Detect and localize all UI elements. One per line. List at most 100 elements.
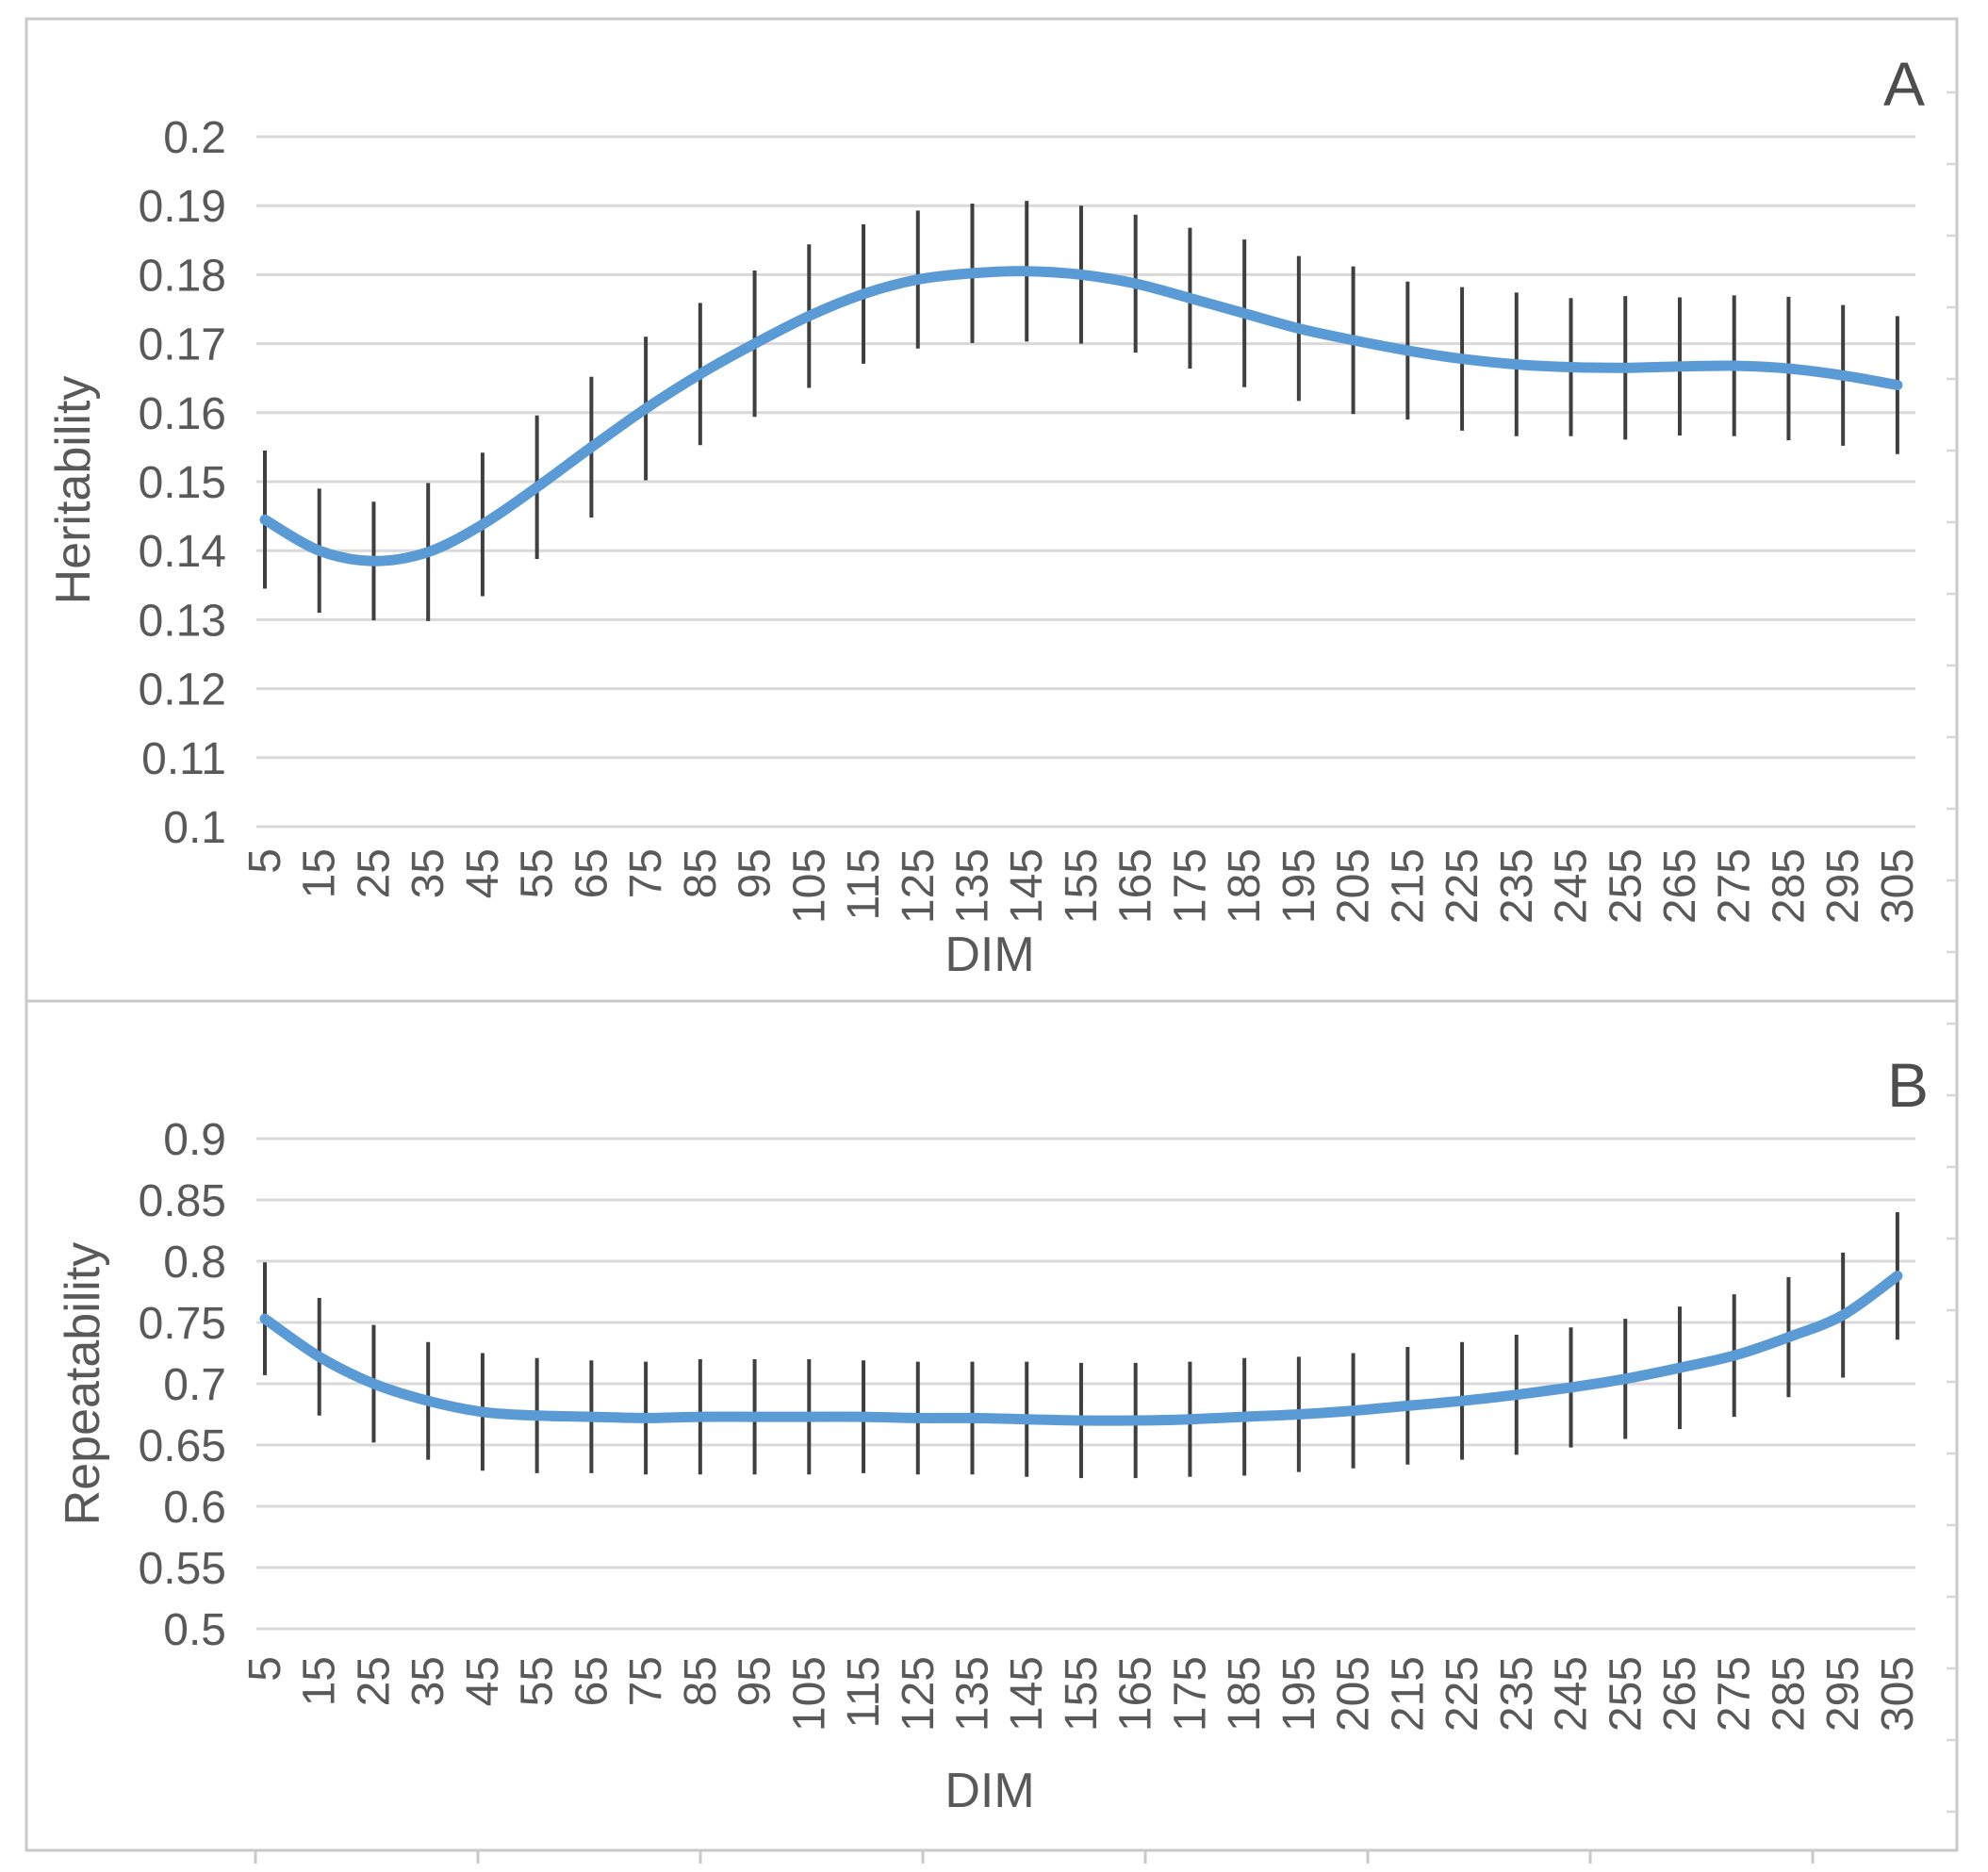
x-tick-label: 15 <box>295 848 345 898</box>
gridlines-a <box>256 135 1915 829</box>
x-tick-label: 195 <box>1274 1656 1324 1732</box>
y-tick-label: 0.65 <box>139 1421 226 1471</box>
y-tick-label: 0.85 <box>139 1176 226 1226</box>
x-tick-label: 275 <box>1710 848 1760 924</box>
y-tick-label: 0.15 <box>139 458 226 508</box>
x-tick-label: 35 <box>403 848 453 898</box>
series-line-b <box>259 1271 1903 1426</box>
x-tick-label: 75 <box>621 1656 671 1706</box>
x-tick-label: 245 <box>1547 1656 1597 1732</box>
x-tick-label: 5 <box>240 1656 290 1682</box>
y-tick-label: 0.11 <box>141 734 226 784</box>
x-tick-label: 85 <box>676 848 726 898</box>
gridlines-b <box>256 1137 1915 1631</box>
x-tick-label: 235 <box>1492 1656 1542 1732</box>
x-tick-label: 95 <box>731 1656 780 1706</box>
x-tick-label: 205 <box>1329 1656 1379 1732</box>
x-tick-label: 25 <box>349 848 399 898</box>
x-tick-label: 55 <box>513 848 563 898</box>
x-axis-title-b: DIM <box>945 1764 1034 1818</box>
x-tick-label: 165 <box>1111 848 1161 924</box>
figure-border <box>25 17 1959 1852</box>
x-tick-label: 135 <box>947 848 997 924</box>
x-tick-label: 25 <box>349 1656 399 1706</box>
y-tick-label: 0.12 <box>139 665 226 715</box>
x-tick-label: 255 <box>1601 848 1651 924</box>
x-tick-label: 165 <box>1111 1656 1161 1732</box>
x-tick-label: 65 <box>567 1656 616 1706</box>
y-tick-label: 0.16 <box>139 389 226 439</box>
x-tick-label: 155 <box>1057 1656 1107 1732</box>
x-tick-label: 115 <box>839 848 889 921</box>
y-axis-title-b: Repeatability <box>56 1242 110 1526</box>
y-tick-label: 0.13 <box>139 596 226 646</box>
x-tick-label: 255 <box>1601 1656 1651 1732</box>
x-tick-label: 185 <box>1220 848 1270 924</box>
x-tick-label: 105 <box>784 848 834 924</box>
x-tick-label: 125 <box>894 848 944 924</box>
x-tick-label: 65 <box>567 848 616 898</box>
x-tick-label: 45 <box>458 848 508 898</box>
y-tick-labels-b: 0.5 0.55 0.6 0.65 0.7 0.75 0.8 0.85 0.9 <box>139 1115 226 1655</box>
x-tick-label: 15 <box>295 1656 345 1706</box>
x-axis-title-a: DIM <box>945 928 1034 982</box>
panel-label-a: A <box>1883 49 1925 119</box>
x-tick-label: 135 <box>947 1656 997 1732</box>
x-tick-labels-b: 5 15 25 35 45 55 65 75 85 95 105 115 125 135 145 155 165… <box>240 1656 1923 1732</box>
border-tick-marks <box>254 90 1957 1864</box>
x-tick-label: 185 <box>1220 1656 1270 1732</box>
y-tick-label: 0.9 <box>163 1115 226 1165</box>
y-tick-label: 0.18 <box>139 251 226 301</box>
x-tick-label: 45 <box>458 1656 508 1706</box>
panel-label-b: B <box>1887 1050 1929 1120</box>
x-tick-label: 75 <box>621 848 671 898</box>
x-tick-label: 285 <box>1764 1656 1814 1732</box>
y-tick-label: 0.17 <box>139 320 226 370</box>
y-tick-label: 0.1 <box>163 803 226 853</box>
x-tick-label: 225 <box>1438 1656 1487 1732</box>
x-tick-label: 305 <box>1873 1656 1923 1732</box>
x-tick-label: 285 <box>1764 848 1814 924</box>
y-tick-labels-a: 0.1 0.11 0.12 0.13 0.14 0.15 0.16 0.17 0.18 0.19 0… <box>139 113 226 853</box>
panel-a: 0.1 0.11 0.12 0.13 0.14 0.15 0.16 0.17 0.18 0.19 0… <box>46 49 1925 982</box>
x-tick-label: 55 <box>513 1656 563 1706</box>
x-tick-label: 35 <box>403 1656 453 1706</box>
y-tick-label: 0.19 <box>139 182 226 232</box>
x-tick-label: 215 <box>1383 848 1433 924</box>
x-tick-label: 145 <box>1002 1656 1052 1732</box>
x-tick-label: 265 <box>1655 1656 1705 1732</box>
x-tick-label: 155 <box>1057 848 1107 924</box>
x-tick-label: 195 <box>1274 848 1324 924</box>
x-tick-label: 5 <box>240 848 290 874</box>
x-tick-label: 225 <box>1438 848 1487 924</box>
x-tick-label: 215 <box>1383 1656 1433 1732</box>
x-tick-label: 245 <box>1547 848 1597 924</box>
x-tick-label: 175 <box>1165 1656 1215 1732</box>
x-tick-label: 145 <box>1002 848 1052 924</box>
y-tick-label: 0.8 <box>163 1238 226 1288</box>
x-tick-label: 205 <box>1329 848 1379 924</box>
x-tick-label: 115 <box>839 1656 889 1729</box>
y-axis-title-a: Heritability <box>46 376 101 605</box>
y-tick-label: 0.55 <box>139 1544 226 1594</box>
x-tick-label: 85 <box>676 1656 726 1706</box>
x-tick-label: 105 <box>784 1656 834 1732</box>
panel-b: 0.5 0.55 0.6 0.65 0.7 0.75 0.8 0.85 0.9 5 15 25 35 4… <box>56 1050 1929 1818</box>
x-tick-label: 295 <box>1818 848 1868 924</box>
y-tick-label: 0.75 <box>139 1299 226 1349</box>
y-tick-label: 0.14 <box>139 527 226 577</box>
y-tick-label: 0.6 <box>163 1483 226 1533</box>
x-tick-label: 175 <box>1165 848 1215 924</box>
y-tick-label: 0.5 <box>163 1605 226 1655</box>
x-tick-label: 275 <box>1710 1656 1760 1732</box>
x-tick-label: 295 <box>1818 1656 1868 1732</box>
x-tick-label: 235 <box>1492 848 1542 924</box>
y-tick-label: 0.7 <box>163 1360 226 1410</box>
y-tick-label: 0.2 <box>163 113 226 163</box>
x-tick-label: 305 <box>1873 848 1923 924</box>
x-tick-label: 265 <box>1655 848 1705 924</box>
series-line-a <box>259 266 1903 567</box>
